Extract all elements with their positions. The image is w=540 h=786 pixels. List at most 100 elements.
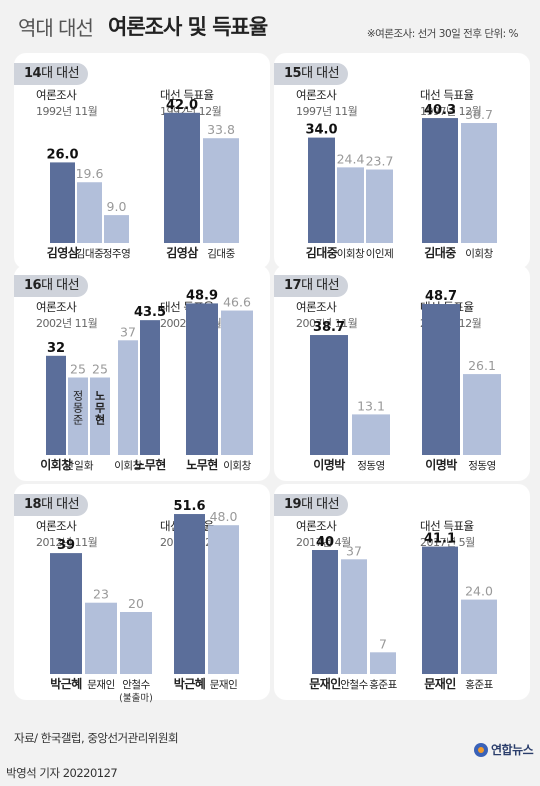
value-label: 51.6	[173, 499, 205, 514]
category-label: 준	[73, 414, 83, 427]
category-label: 김대중	[424, 245, 456, 260]
bar-문재인	[312, 550, 338, 674]
bar-김영삼	[50, 162, 75, 243]
value-label: 38.7	[465, 107, 493, 122]
election-tag: 19대 대선	[274, 494, 349, 516]
category-note: (불출마)	[119, 693, 153, 704]
value-label: 9.0	[107, 199, 127, 214]
bar-김대중	[422, 118, 458, 243]
vote-title: 대선 득표율	[420, 519, 474, 533]
poll-date: 2002년 11월	[36, 317, 98, 330]
value-label: 26.1	[468, 358, 496, 373]
category-label: 현	[95, 413, 105, 427]
election-number: 17	[284, 278, 302, 293]
vote-title: 대선 득표율	[420, 88, 474, 102]
value-label: 26.0	[46, 147, 78, 162]
poll-date: 2017년 4월	[296, 536, 351, 549]
value-label: 19.6	[76, 166, 104, 181]
category-label: 이회창	[465, 248, 493, 260]
logo-text: 연합뉴스	[491, 743, 534, 757]
bar-정동영	[463, 374, 501, 455]
bar-노무현	[140, 320, 160, 455]
category-label: 이명박	[425, 457, 457, 472]
value-label: 42.0	[166, 98, 198, 113]
value-label: 23.7	[366, 154, 394, 169]
category-label: 노무현	[134, 457, 166, 472]
bar-박근혜	[50, 553, 82, 674]
chart-15: 34.0 김대중 24.4 이회창 23.7 이인제 40.3 김대중 38.7 이회창	[305, 103, 497, 260]
category-label: 김대중	[306, 245, 338, 260]
election-number: 19	[284, 497, 302, 512]
category-label: 이회창	[223, 460, 251, 472]
yonhap-logo: 연합뉴스	[474, 741, 534, 758]
value-label: 33.8	[207, 122, 235, 137]
election-number: 14	[24, 66, 42, 81]
pair-label: 단일화	[65, 459, 94, 472]
unit-note: ※여론조사: 선거 30일 전후 단위: %	[366, 28, 519, 40]
value-label: 46.6	[223, 295, 251, 310]
chart-17: 38.7 이명박 13.1 정동영 48.7 이명박 26.1 정동영	[310, 289, 501, 472]
election-tag: 14대 대선	[14, 63, 89, 85]
category-label: 정주영	[103, 248, 130, 260]
category-label: 이명박	[313, 457, 345, 472]
bar-이인제	[366, 169, 393, 243]
category-label: 노무현	[186, 457, 218, 472]
category-label: 문재인	[87, 679, 114, 691]
poll-title: 여론조사	[296, 300, 337, 314]
category-label: 문재인	[424, 676, 456, 691]
bar-김대중	[203, 138, 239, 243]
poll-title: 여론조사	[36, 88, 77, 102]
category-label: 문재인	[309, 676, 341, 691]
poll-date: 2012년 11월	[36, 536, 98, 549]
bar-안철수	[120, 612, 152, 674]
bar-정주영	[104, 215, 129, 243]
category-label: 정	[73, 390, 83, 403]
value-label: 25	[92, 362, 108, 377]
chart-19: 40 문재인 37 안철수 7 홍준표 41.1 문재인 24.0 홍준표	[309, 532, 497, 691]
category-label: 이회창	[337, 248, 365, 260]
bar-홍준표	[370, 652, 396, 674]
bar-안철수	[341, 559, 367, 674]
credit: 박영석 기자 20220127	[6, 766, 118, 780]
value-label: 25	[70, 362, 86, 377]
value-label: 39	[57, 538, 75, 553]
category-label: 홍준표	[369, 678, 397, 691]
bar-김영삼	[164, 112, 200, 243]
election-suffix: 대 대선	[301, 278, 340, 293]
bar-노무현	[186, 303, 218, 455]
category-label: 문재인	[210, 679, 237, 691]
value-label: 40.3	[424, 103, 456, 118]
category-label: 정동영	[468, 460, 495, 472]
bar-이명박	[422, 304, 460, 455]
category-label: 몽	[73, 402, 83, 415]
poll-title: 여론조사	[36, 519, 77, 533]
election-tag: 17대 대선	[274, 275, 349, 297]
value-label: 13.1	[357, 398, 385, 413]
value-label: 7	[379, 636, 387, 651]
category-label: 박근혜	[50, 676, 82, 691]
category-label: 홍준표	[465, 678, 493, 691]
bar-김대중	[77, 182, 102, 243]
value-label: 23	[93, 587, 109, 602]
bar-이회창	[337, 167, 364, 243]
category-label: 이회창	[40, 457, 72, 472]
category-label: 노	[95, 390, 105, 403]
category-label: 김대중	[76, 248, 104, 260]
election-suffix: 대 대선	[41, 66, 80, 81]
bar-정몽준	[68, 377, 88, 455]
election-number: 16	[24, 278, 42, 293]
source-note: 자료/ 한국갤럽, 중앙선거관리위원회	[14, 731, 179, 745]
category-label: 김영삼	[166, 245, 198, 260]
category-label: 정동영	[357, 460, 384, 472]
bar-김대중	[308, 137, 335, 243]
chart-16: 32이회창25정몽준25노무현37이회창43.5노무현단일화48.9노무현46.…	[40, 288, 253, 472]
bar-박근혜	[174, 514, 205, 674]
vote-date: 2017년 5월	[420, 536, 475, 549]
election-tag: 18대 대선	[14, 494, 89, 516]
bar-이명박	[310, 335, 348, 455]
election-suffix: 대 대선	[41, 497, 80, 512]
value-label: 48.0	[210, 509, 238, 524]
category-label: 김대중	[207, 248, 235, 260]
value-label: 43.5	[134, 305, 166, 320]
